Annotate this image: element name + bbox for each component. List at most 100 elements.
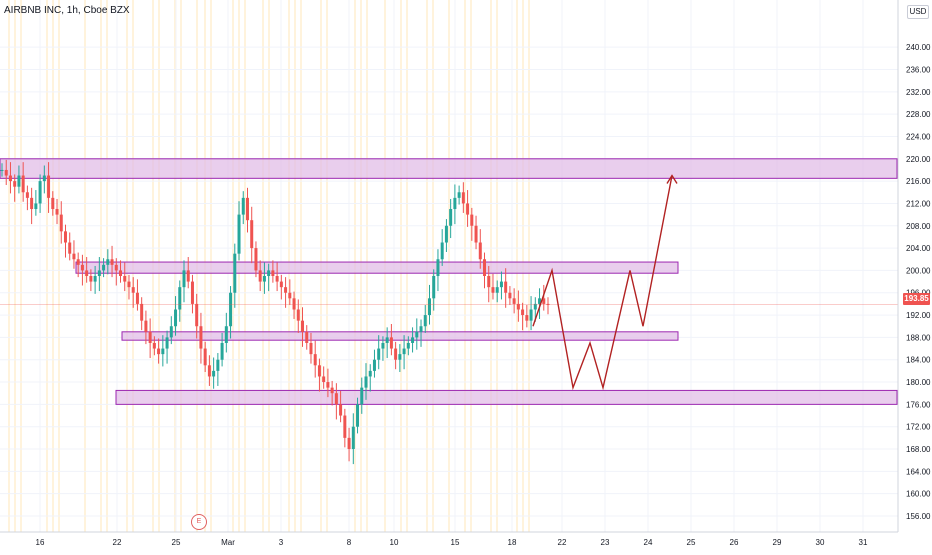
x-tick-label: 30 (816, 538, 825, 547)
y-tick-label: 160.00 (906, 490, 931, 499)
candle-body (466, 203, 470, 215)
candle-body (389, 337, 393, 349)
candle-body (288, 292, 292, 299)
candle-body (402, 348, 406, 355)
session-stripe (58, 0, 60, 532)
candle-body (301, 320, 305, 332)
support-resistance-zone (115, 389, 898, 405)
candle-body (284, 287, 288, 293)
y-tick-label: 232.00 (906, 88, 931, 97)
x-tick-label: 25 (687, 538, 696, 547)
candle-body (398, 354, 402, 360)
support-resistance-zone (75, 261, 679, 274)
x-tick-label: 10 (390, 538, 399, 547)
candle-body (59, 214, 63, 232)
candle-body (275, 276, 279, 282)
candle-body (140, 303, 144, 321)
candle-body (516, 303, 520, 310)
candle-body (449, 209, 453, 226)
candle-body (47, 175, 51, 198)
candle-body (233, 253, 237, 293)
x-tick-label: 16 (36, 538, 45, 547)
x-tick-label: 23 (601, 538, 610, 547)
x-tick-label: 15 (451, 538, 460, 547)
candle-body (436, 259, 440, 276)
candle-body (487, 276, 491, 288)
candle-body (93, 276, 97, 282)
session-stripe (8, 0, 10, 532)
candle-body (169, 326, 173, 338)
candle-body (461, 192, 465, 204)
candle-body (279, 281, 283, 288)
candle-body (267, 270, 271, 276)
candle-body (457, 192, 461, 198)
candle-body (499, 281, 503, 288)
candle-body (343, 415, 347, 438)
y-tick-label: 240.00 (906, 43, 931, 52)
candle-body (34, 203, 38, 210)
candle-body (250, 220, 254, 249)
candle-body (368, 370, 372, 377)
y-tick-label: 200.00 (906, 266, 931, 275)
candle-body (21, 175, 25, 193)
candle-body (161, 348, 165, 355)
candle-body (529, 309, 533, 321)
candle-body (102, 264, 106, 271)
candle-body (483, 259, 487, 276)
candle-body (174, 309, 178, 327)
projection-path (532, 175, 673, 391)
y-tick-label: 208.00 (906, 222, 931, 231)
candle-body (51, 197, 55, 210)
x-tick-label: 8 (347, 538, 352, 547)
currency-badge[interactable]: USD (907, 5, 929, 19)
candle-body (538, 298, 542, 304)
y-tick-label: 236.00 (906, 65, 931, 74)
earnings-marker[interactable]: E (191, 514, 207, 530)
candle-body (406, 342, 410, 349)
y-tick-label: 224.00 (906, 132, 931, 141)
symbol-title: AIRBNB INC, 1h, Cboe BZX (4, 5, 130, 16)
candle-body (207, 365, 211, 377)
candle-body (504, 281, 508, 293)
y-tick-label: 204.00 (906, 244, 931, 253)
candle-body (364, 376, 368, 388)
candle-body (135, 292, 139, 304)
candle-body (305, 331, 309, 343)
candle-body (68, 242, 72, 254)
x-tick-label: 22 (558, 538, 567, 547)
x-tick-label: 26 (730, 538, 739, 547)
candle-body (478, 242, 482, 260)
y-tick-label: 156.00 (906, 512, 931, 521)
y-tick-label: 188.00 (906, 333, 931, 342)
candle-body (296, 309, 300, 321)
candle-body (542, 298, 546, 304)
candle-body (199, 326, 203, 349)
candle-body (190, 281, 194, 304)
candle-body (508, 292, 512, 299)
candle-body (178, 287, 182, 310)
candle-body (203, 348, 207, 366)
y-tick-label: 172.00 (906, 423, 931, 432)
x-tick-label: Mar (221, 538, 235, 547)
candle-body (271, 270, 275, 276)
candle-body (42, 175, 46, 182)
candle-body (423, 315, 427, 327)
candle-body (224, 326, 228, 343)
candle-body (30, 197, 34, 210)
x-tick-label: 18 (508, 538, 517, 547)
candle-body (356, 404, 360, 427)
candle-body (220, 342, 224, 360)
candle-body (25, 192, 29, 198)
candle-body (13, 181, 17, 187)
candle-body (97, 270, 101, 276)
session-stripe (46, 0, 48, 532)
candle-body (432, 276, 436, 299)
candle-body (427, 298, 431, 316)
candle-body (330, 387, 334, 394)
candle-body (313, 354, 317, 366)
candle-body (254, 248, 258, 271)
candle-body (212, 370, 216, 377)
y-tick-label: 192.00 (906, 311, 931, 320)
